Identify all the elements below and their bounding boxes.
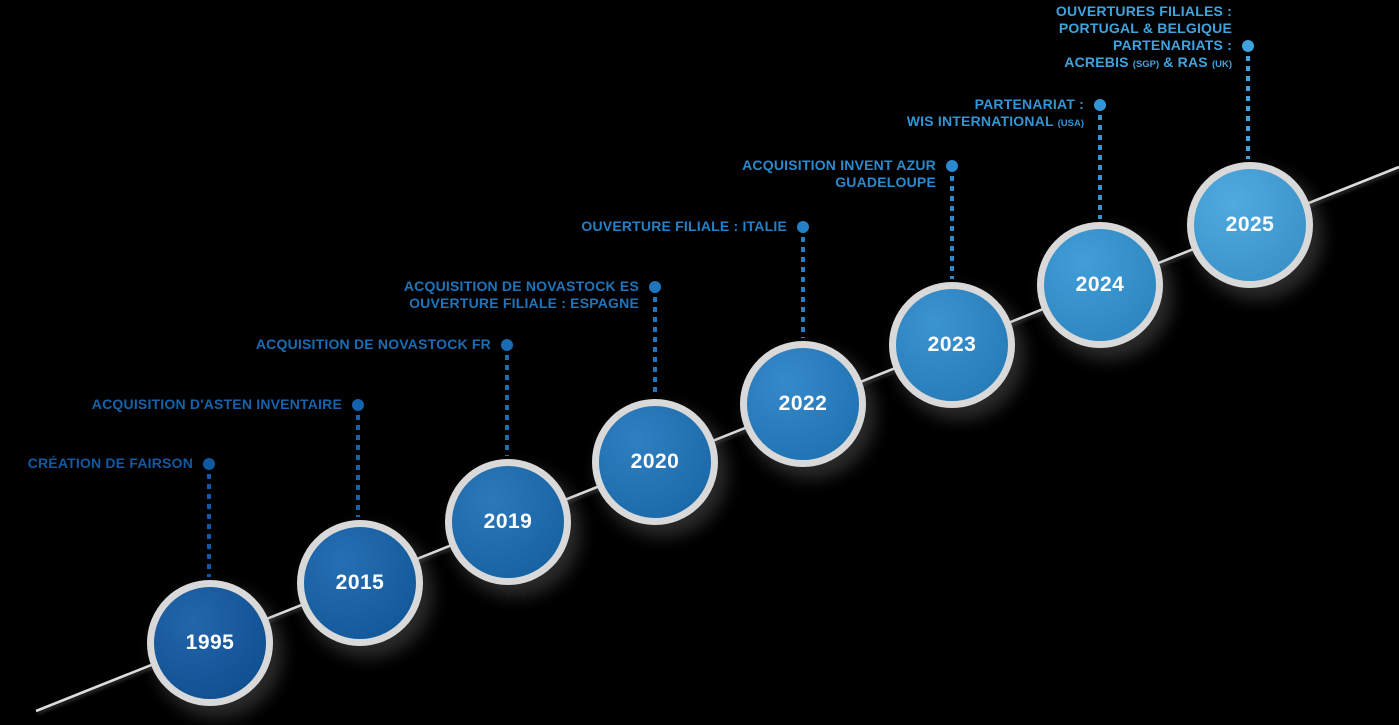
connector-dashed-line <box>355 415 361 517</box>
milestone-circle-2023: 2023 <box>889 282 1015 408</box>
milestone-year: 2023 <box>927 333 977 356</box>
milestone-label-line: PARTENARIATS : <box>1056 37 1232 54</box>
milestone-label-text: (UK) <box>1211 59 1232 70</box>
milestone-circle-2025: 2025 <box>1187 162 1313 288</box>
milestone-label-text: PARTENARIAT : <box>974 96 1084 112</box>
milestone-year: 2019 <box>483 510 533 533</box>
milestone-label-line: ACREBIS (SGP) & RAS (UK) <box>1056 54 1232 73</box>
milestone-label-text: PARTENARIATS : <box>1113 37 1232 53</box>
connector-dot <box>1242 40 1254 52</box>
connector-dot <box>501 339 513 351</box>
milestone-label-line: OUVERTURE FILIALE : ITALIE <box>581 218 787 235</box>
milestone-label-line: CRÉATION DE FAIRSON <box>28 455 193 472</box>
milestone-label-text: OUVERTURE FILIALE : ITALIE <box>581 218 787 234</box>
milestone-label: PARTENARIAT : WIS INTERNATIONAL (USA) <box>907 96 1084 132</box>
milestone-label: CRÉATION DE FAIRSON <box>28 455 193 472</box>
milestone-circle-2019: 2019 <box>445 459 571 585</box>
milestone-label-text: ACQUISITION D'ASTEN INVENTAIRE <box>91 396 342 412</box>
connector-dot <box>203 458 215 470</box>
connector-dashed-line <box>949 176 955 279</box>
milestone-circle-2022: 2022 <box>740 341 866 467</box>
milestone-label-line: OUVERTURES FILIALES : <box>1056 3 1232 20</box>
milestone-label-line: GUADELOUPE <box>742 174 936 191</box>
milestone-circle-1995: 1995 <box>147 580 273 706</box>
milestone-circle-2020: 2020 <box>592 399 718 525</box>
milestone-label-text: ACQUISITION INVENT AZUR <box>742 157 936 173</box>
milestone-label: OUVERTURES FILIALES : PORTUGAL & BELGIQUE… <box>1056 3 1232 73</box>
milestone-label-text: GUADELOUPE <box>835 174 936 190</box>
milestone-label-text: ACREBIS <box>1064 54 1133 70</box>
milestone-circle-2015: 2015 <box>297 520 423 646</box>
milestone-label-line: OUVERTURE FILIALE : ESPAGNE <box>404 295 639 312</box>
milestone-label-line: ACQUISITION DE NOVASTOCK ES <box>404 278 639 295</box>
milestone-label-text: & RAS <box>1159 54 1212 70</box>
milestone-year: 2022 <box>778 392 828 415</box>
connector-dashed-line <box>652 297 658 396</box>
milestone-label-text: CRÉATION DE FAIRSON <box>27 455 193 471</box>
milestone-label-text: ACQUISITION DE NOVASTOCK ES <box>403 278 639 294</box>
milestone-label-line: PARTENARIAT : <box>907 96 1084 113</box>
milestone-label-line: WIS INTERNATIONAL (USA) <box>907 113 1084 132</box>
milestone-label-text: PORTUGAL & BELGIQUE <box>1058 20 1232 36</box>
milestone-label: ACQUISITION DE NOVASTOCK ES OUVERTURE FIL… <box>404 278 639 312</box>
milestone-label-line: ACQUISITION DE NOVASTOCK FR <box>256 336 491 353</box>
connector-dashed-line <box>1245 56 1251 159</box>
connector-dot <box>649 281 661 293</box>
milestone-label-text: (USA) <box>1057 118 1084 129</box>
milestone-year: 2024 <box>1075 273 1125 296</box>
milestone-label: ACQUISITION INVENT AZUR GUADELOUPE <box>742 157 936 191</box>
milestone-year: 2015 <box>335 571 385 594</box>
milestone-year: 1995 <box>185 631 235 654</box>
milestone-label-line: ACQUISITION INVENT AZUR <box>742 157 936 174</box>
milestone-label-text: OUVERTURES FILIALES : <box>1055 3 1232 19</box>
connector-dashed-line <box>206 474 212 577</box>
connector-dot <box>946 160 958 172</box>
milestone-circle-2024: 2024 <box>1037 222 1163 348</box>
connector-dot <box>352 399 364 411</box>
milestone-label-line: ACQUISITION D'ASTEN INVENTAIRE <box>92 396 342 413</box>
connector-dashed-line <box>800 237 806 338</box>
milestone-label: ACQUISITION DE NOVASTOCK FR <box>256 336 491 353</box>
connector-dashed-line <box>504 355 510 456</box>
connector-dot <box>797 221 809 233</box>
milestone-year: 2025 <box>1225 213 1275 236</box>
milestone-label: OUVERTURE FILIALE : ITALIE <box>581 218 787 235</box>
milestone-label-text: (SGP) <box>1132 59 1160 70</box>
milestone-label: ACQUISITION D'ASTEN INVENTAIRE <box>92 396 342 413</box>
milestone-label-line: PORTUGAL & BELGIQUE <box>1056 20 1232 37</box>
milestone-year: 2020 <box>630 450 680 473</box>
milestone-label-text: ACQUISITION DE NOVASTOCK FR <box>255 336 491 352</box>
connector-dashed-line <box>1097 115 1103 219</box>
milestone-label-text: WIS INTERNATIONAL <box>906 113 1058 129</box>
connector-dot <box>1094 99 1106 111</box>
milestone-label-text: OUVERTURE FILIALE : ESPAGNE <box>409 295 639 311</box>
